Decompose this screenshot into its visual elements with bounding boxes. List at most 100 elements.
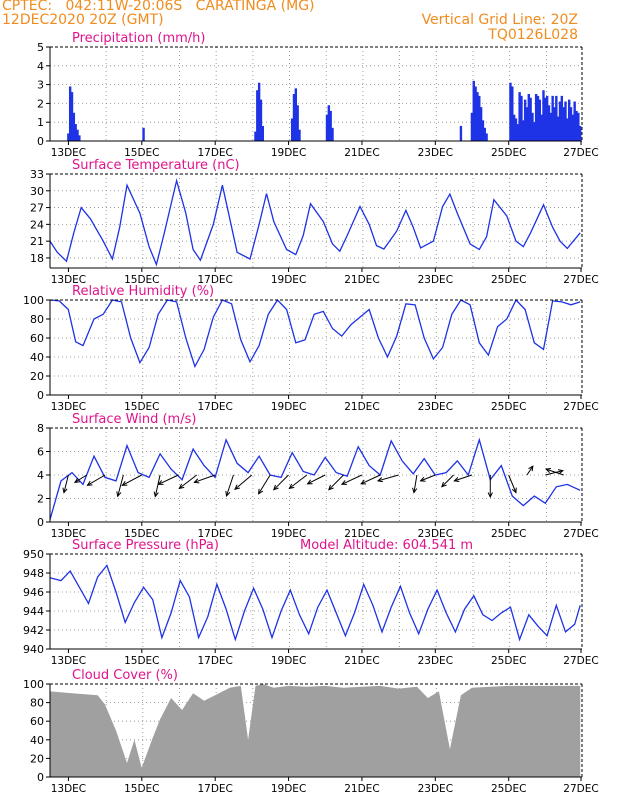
pressure-annotation: Model Altitude: 604.541 m	[300, 538, 473, 553]
x-tick-label: 19DEC	[271, 783, 306, 795]
y-tick-label: 20	[30, 370, 44, 383]
wind-arrow	[289, 474, 308, 489]
precip-bar	[254, 131, 257, 141]
y-tick-label: 3	[37, 79, 44, 92]
precip-bar	[327, 105, 331, 141]
y-tick-label: 24	[30, 218, 44, 231]
precip-bar	[329, 110, 332, 141]
x-tick-label: 27DEC	[563, 528, 598, 540]
x-tick-label: 23DEC	[418, 274, 453, 286]
wind-arrow	[122, 474, 142, 486]
wind-arrow-head	[528, 465, 534, 472]
wind-arrow	[545, 468, 564, 476]
y-tick-label: 100	[23, 294, 44, 307]
precip-bar	[533, 122, 536, 141]
y-tick-label: 2	[37, 493, 44, 506]
y-tick-label: 80	[30, 697, 44, 710]
wind-arrow	[413, 474, 418, 493]
wind-title: Surface Wind (m/s)	[72, 412, 196, 427]
precip-bar	[478, 95, 481, 141]
precip-bar	[523, 99, 527, 141]
wind-arrow	[63, 474, 69, 493]
wind-arrow-head	[273, 484, 279, 491]
precip-bar	[68, 86, 72, 141]
wind-arrow-head	[306, 479, 313, 485]
x-tick-label: 21DEC	[344, 401, 379, 413]
precip-bar	[485, 133, 488, 141]
x-tick-label: 15DEC	[124, 147, 159, 159]
precip-bar	[547, 105, 551, 141]
precip-title: Precipitation (mm/h)	[72, 31, 205, 46]
precip-bar	[470, 112, 474, 141]
wind-arrow-head	[288, 483, 295, 490]
wind-arrow	[341, 474, 363, 485]
x-tick-label: 25DEC	[491, 147, 526, 159]
x-tick-label: 15DEC	[124, 401, 159, 413]
x-tick-label: 27DEC	[563, 401, 598, 413]
x-tick-label: 19DEC	[271, 401, 306, 413]
y-tick-label: 40	[30, 351, 44, 364]
precip-bar	[472, 80, 475, 141]
wind-arrow	[273, 474, 289, 491]
run-code: TQ0126L028	[488, 27, 578, 43]
x-tick-label: 13DEC	[51, 147, 86, 159]
y-tick-label: 948	[23, 567, 44, 580]
y-tick-label: 0	[37, 389, 44, 402]
wind-arrow	[441, 474, 454, 488]
x-tick-label: 15DEC	[124, 655, 159, 667]
wind-arrow-head	[178, 483, 185, 490]
y-tick-label: 18	[30, 252, 44, 265]
precip-bar	[567, 99, 571, 141]
wind-arrow-head	[234, 484, 240, 490]
wind-arrow-head	[487, 492, 493, 499]
temp-line	[49, 178, 581, 267]
precip-bar	[142, 127, 145, 141]
x-tick-label: 13DEC	[51, 783, 86, 795]
rh-line	[49, 298, 581, 369]
x-tick-label: 23DEC	[418, 655, 453, 667]
x-tick-label: 15DEC	[124, 528, 159, 540]
precip-bar	[578, 125, 582, 141]
precip-bar	[549, 112, 553, 141]
wind-arrow	[258, 474, 271, 494]
x-tick-label: 17DEC	[197, 655, 232, 667]
wind-arrow-head	[419, 476, 426, 482]
wind-arrow-head	[258, 488, 264, 495]
x-tick-label: 19DEC	[271, 655, 306, 667]
x-tick-label: 23DEC	[418, 528, 453, 540]
precip-bar	[261, 125, 264, 141]
x-tick-label: 25DEC	[491, 401, 526, 413]
y-tick-label: 0	[37, 135, 44, 148]
y-tick-label: 8	[37, 422, 44, 435]
y-tick-label: 60	[30, 715, 44, 728]
y-tick-label: 942	[23, 624, 44, 637]
x-tick-label: 23DEC	[418, 147, 453, 159]
y-tick-label: 940	[23, 643, 44, 656]
wind-arrow	[158, 474, 179, 485]
x-tick-label: 23DEC	[418, 401, 453, 413]
station-header: CPTEC: 042:11W-20:06S CARATINGA (MG)	[2, 0, 315, 14]
precip-bar	[479, 107, 483, 141]
rh-title: Relative Humidity (%)	[72, 284, 214, 299]
x-tick-label: 13DEC	[51, 528, 86, 540]
wind-arrow-head	[412, 487, 418, 494]
wind-arrow	[420, 474, 436, 482]
date-header: 12DEC2020 20Z (GMT)	[2, 12, 164, 28]
y-tick-label: 5	[37, 41, 44, 54]
wind-arrow	[454, 474, 473, 482]
x-tick-label: 17DEC	[197, 783, 232, 795]
precip-bar	[459, 125, 463, 141]
precip-bar	[67, 133, 70, 141]
wind-arrow-head	[328, 484, 334, 491]
wind-arrow	[234, 474, 253, 490]
precip-bar	[534, 94, 538, 141]
precip-bar	[522, 120, 525, 141]
x-tick-label: 15DEC	[124, 783, 159, 795]
x-tick-label: 19DEC	[271, 147, 306, 159]
precip-bar	[516, 124, 519, 141]
x-tick-label: 13DEC	[51, 274, 86, 286]
precip-bar	[70, 92, 74, 141]
precip-bar	[551, 95, 554, 141]
y-tick-label: 21	[30, 235, 44, 248]
y-tick-label: 950	[23, 548, 44, 561]
